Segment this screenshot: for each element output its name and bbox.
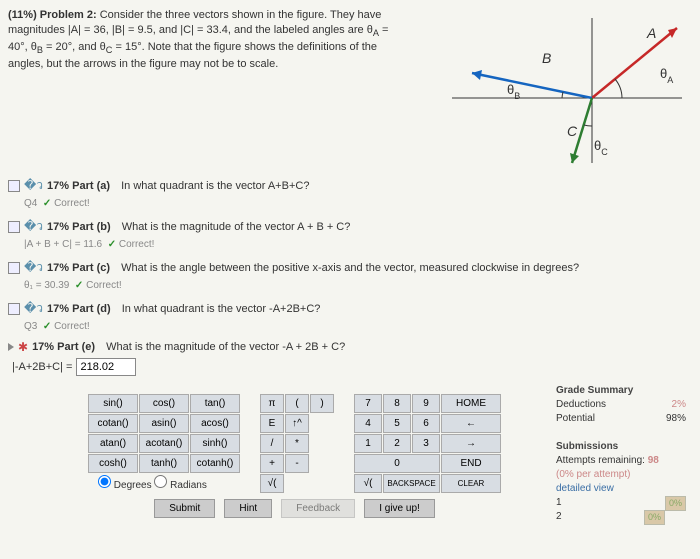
degrees-radio[interactable]: Degrees — [98, 480, 152, 491]
expand-icon[interactable]: �ว — [24, 217, 43, 236]
submit-button[interactable]: Submit — [154, 499, 215, 518]
func-cotan[interactable]: cotan() — [88, 414, 138, 433]
note-icon[interactable] — [8, 180, 20, 192]
expand-icon[interactable]: �ว — [24, 176, 43, 195]
sym-button[interactable]: √( — [260, 474, 284, 493]
key-6[interactable]: 6 — [412, 414, 440, 433]
sym-button[interactable]: / — [260, 434, 284, 453]
key-4[interactable]: 4 — [354, 414, 382, 433]
answer-input[interactable] — [76, 358, 136, 376]
note-icon[interactable] — [8, 221, 20, 233]
func-atan[interactable]: atan() — [88, 434, 138, 453]
key-sqrt[interactable]: √( — [354, 474, 382, 493]
part-d: �ว 17% Part (d) In what quadrant is the … — [8, 299, 692, 332]
grade-summary: Grade Summary Deductions 2% Potential 98… — [556, 384, 686, 525]
key-9[interactable]: 9 — [412, 394, 440, 413]
problem-statement: (11%) Problem 2: Consider the three vect… — [8, 8, 402, 73]
note-icon[interactable] — [8, 303, 20, 315]
key-8[interactable]: 8 — [383, 394, 411, 413]
part-a: �ว 17% Part (a) In what quadrant is the … — [8, 176, 692, 209]
expand-icon[interactable]: �ว — [24, 299, 43, 318]
key-3[interactable]: 3 — [412, 434, 440, 453]
key-clear[interactable]: CLEAR — [441, 474, 501, 493]
func-tan[interactable]: tan() — [190, 394, 240, 413]
func-tanh[interactable]: tanh() — [139, 454, 189, 473]
sym-button[interactable]: * — [285, 434, 309, 453]
svg-text:B: B — [542, 50, 551, 66]
radians-radio[interactable]: Radians — [154, 480, 206, 491]
problem-prefix: (11%) Problem 2: — [8, 9, 97, 21]
check-icon: ✓ — [43, 321, 51, 332]
svg-text:θA: θA — [660, 66, 673, 85]
note-icon[interactable] — [8, 262, 20, 274]
svg-text:θC: θC — [594, 138, 608, 157]
key-end[interactable]: END — [441, 454, 501, 473]
func-acos[interactable]: acos() — [190, 414, 240, 433]
current-icon — [8, 343, 14, 351]
key-←[interactable]: ← — [441, 414, 501, 433]
key-HOME[interactable]: HOME — [441, 394, 501, 413]
func-cosh[interactable]: cosh() — [88, 454, 138, 473]
func-asin[interactable]: asin() — [139, 414, 189, 433]
detailed-view-link[interactable]: detailed view — [556, 482, 686, 496]
func-sin[interactable]: sin() — [88, 394, 138, 413]
feedback-button[interactable]: Feedback — [281, 499, 355, 518]
vector-figure: A θA B θB C θC — [412, 8, 692, 168]
check-icon: ✓ — [108, 239, 116, 250]
key-→[interactable]: → — [441, 434, 501, 453]
strike-icon[interactable]: ✱ — [18, 340, 28, 354]
part-e: ✱ 17% Part (e) What is the magnitude of … — [8, 340, 692, 376]
calculator-pad: sin()cos()tan() cotan()asin()acos() atan()… — [8, 394, 501, 493]
func-cotanh[interactable]: cotanh() — [190, 454, 240, 473]
check-icon: ✓ — [43, 198, 51, 209]
key-backspace[interactable]: BACKSPACE — [383, 474, 440, 493]
key-7[interactable]: 7 — [354, 394, 382, 413]
key-5[interactable]: 5 — [383, 414, 411, 433]
sym-button[interactable]: - — [285, 454, 309, 473]
func-acotan[interactable]: acotan() — [139, 434, 189, 453]
func-sinh[interactable]: sinh() — [190, 434, 240, 453]
hint-button[interactable]: Hint — [224, 499, 272, 518]
key-2[interactable]: 2 — [383, 434, 411, 453]
sym-button[interactable]: E — [260, 414, 284, 433]
sym-button[interactable]: ↑^ — [285, 414, 309, 433]
giveup-button[interactable]: I give up! — [364, 499, 435, 518]
check-icon: ✓ — [75, 280, 83, 291]
svg-text:A: A — [646, 25, 656, 41]
svg-text:C: C — [567, 123, 578, 139]
answer-label: |-A+2B+C| = — [12, 361, 72, 373]
expand-icon[interactable]: �ว — [24, 258, 43, 277]
part-c: �ว 17% Part (c) What is the angle betwee… — [8, 258, 692, 291]
sym-button[interactable]: ( — [285, 394, 309, 413]
key-1[interactable]: 1 — [354, 434, 382, 453]
sym-button[interactable]: ) — [310, 394, 334, 413]
sym-button[interactable]: π — [260, 394, 284, 413]
sym-button[interactable]: + — [260, 454, 284, 473]
part-b: �ว 17% Part (b) What is the magnitude of… — [8, 217, 692, 250]
func-cos[interactable]: cos() — [139, 394, 189, 413]
key-0[interactable]: 0 — [354, 454, 440, 473]
